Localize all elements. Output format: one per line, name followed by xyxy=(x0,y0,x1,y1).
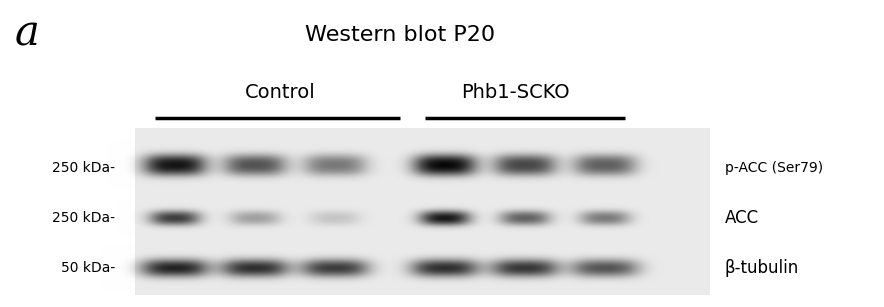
Text: 250 kDa-: 250 kDa- xyxy=(52,161,115,175)
Text: a: a xyxy=(15,12,40,54)
Text: Control: Control xyxy=(245,83,316,102)
Text: Phb1-SCKO: Phb1-SCKO xyxy=(461,83,569,102)
Text: 50 kDa-: 50 kDa- xyxy=(61,261,115,275)
Text: ACC: ACC xyxy=(725,209,759,227)
Text: p-ACC (Ser79): p-ACC (Ser79) xyxy=(725,161,823,175)
Text: β-tubulin: β-tubulin xyxy=(725,259,799,277)
Text: 250 kDa-: 250 kDa- xyxy=(52,211,115,225)
Text: Western blot P20: Western blot P20 xyxy=(305,25,495,45)
